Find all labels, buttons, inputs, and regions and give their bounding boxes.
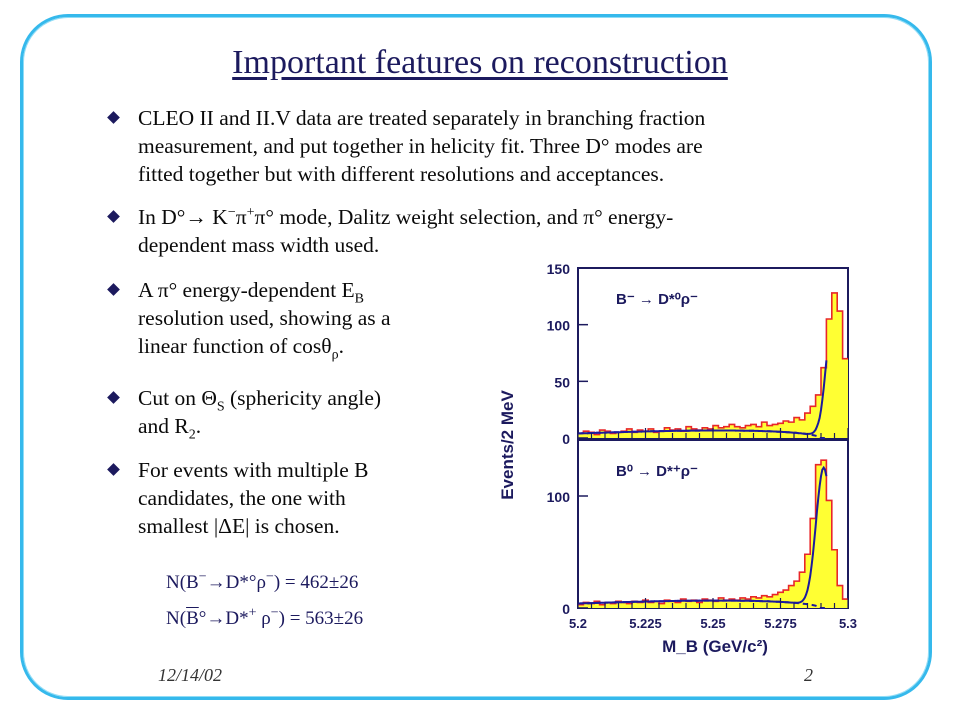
bullet-3-line: linear function of cosθρ. bbox=[138, 334, 344, 363]
slide-frame bbox=[20, 14, 932, 700]
footer-page-number: 2 bbox=[804, 665, 813, 685]
bullet-1-line: fitted together but with different resol… bbox=[138, 162, 665, 186]
bullet-4-line: and R2. bbox=[138, 414, 202, 443]
result-b-minus: N(B−→D*°ρ−) = 462±26 bbox=[166, 569, 359, 593]
bullet-3-line: resolution used, showing as a bbox=[138, 306, 391, 330]
bullet-5-line: For events with multiple B bbox=[138, 458, 369, 482]
bullet-5-line: smallest |ΔE| is chosen. bbox=[138, 514, 340, 538]
bullet-2-line: dependent mass width used. bbox=[138, 233, 380, 257]
slide-title: Important features on reconstruction bbox=[232, 44, 728, 81]
bullet-5-line: candidates, the one with bbox=[138, 486, 346, 510]
bullet-2: In D°→ K−π+π° mode, Dalitz weight select… bbox=[138, 203, 858, 259]
bullet-5: For events with multiple B candidates, t… bbox=[138, 456, 478, 540]
result-b-zero: N(B°→D*+ ρ−) = 563±26 bbox=[166, 605, 364, 629]
bullet-2-line: In D°→ K−π+π° mode, Dalitz weight select… bbox=[138, 204, 674, 229]
bullet-1: CLEO II and II.V data are treated separa… bbox=[138, 104, 858, 188]
bullet-3-line: A π° energy-dependent EB bbox=[138, 278, 365, 307]
bullet-3: A π° energy-dependent EB resolution used… bbox=[138, 276, 478, 363]
bullet-1-line: CLEO II and II.V data are treated separa… bbox=[138, 106, 706, 130]
bullet-1-line: measurement, and put together in helicit… bbox=[138, 134, 703, 158]
footer-date: 12/14/02 bbox=[158, 665, 223, 685]
bullet-4-line: Cut on ΘS (sphericity angle) bbox=[138, 386, 382, 415]
bullet-4: Cut on ΘS (sphericity angle) and R2. bbox=[138, 384, 478, 443]
